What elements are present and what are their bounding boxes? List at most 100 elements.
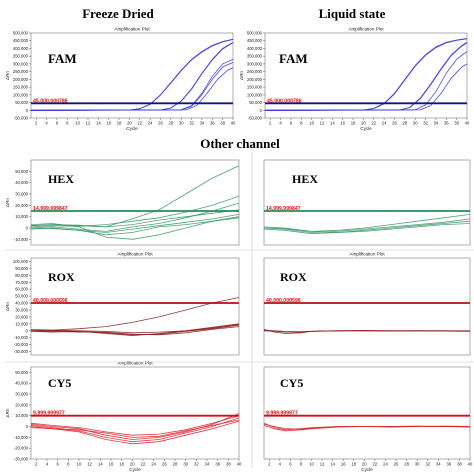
x-tick-label: 12 — [87, 462, 92, 467]
x-tick-label: 34 — [200, 121, 205, 126]
series-line-hex-left-1 — [30, 195, 240, 228]
x-tick-label: 22 — [137, 121, 142, 126]
x-tick-label: 8 — [66, 121, 69, 126]
x-tick-label: 36 — [210, 121, 215, 126]
y-tick-label: 300,000 — [13, 61, 29, 66]
x-tick-label: 40 — [231, 121, 236, 126]
y-axis-label: ΔRn — [5, 198, 10, 207]
threshold-label-rox-right: 40,000.000596 — [266, 298, 301, 304]
x-tick-label: 30 — [415, 462, 420, 467]
x-tick-label: 36 — [447, 462, 452, 467]
series-line-hex-left-5 — [30, 209, 240, 228]
y-tick-label: -20,000 — [14, 342, 29, 347]
threshold-label-rox-left: 40,000.000596 — [33, 298, 68, 304]
x-tick-label: 38 — [220, 121, 225, 126]
x-tick-label: 20 — [127, 121, 132, 126]
x-tick-label: 24 — [148, 121, 153, 126]
x-tick-label: 30 — [179, 121, 184, 126]
x-tick-label: 18 — [351, 462, 356, 467]
channel-label-rox-left: ROX — [48, 270, 75, 284]
threshold-label-hex-right: 14,999.999847 — [266, 206, 301, 212]
x-tick-label: 36 — [444, 121, 449, 126]
x-tick-label: 16 — [109, 462, 114, 467]
x-tick-label: 24 — [151, 462, 156, 467]
y-tick-label: 400,000 — [13, 46, 29, 51]
y-tick-label: 200,000 — [247, 77, 263, 82]
series-line-fam-left-1 — [30, 39, 234, 111]
x-tick-label: 8 — [300, 462, 303, 467]
x-tick-label: 6 — [56, 121, 59, 126]
x-tick-label: 38 — [457, 462, 462, 467]
channel-label-hex-left: HEX — [48, 172, 74, 186]
y-tick-label: 150,000 — [13, 85, 29, 90]
plot-frame-rox-left — [30, 257, 240, 356]
x-tick-label: 14 — [330, 462, 335, 467]
series-line-hex-right-3 — [263, 223, 471, 235]
threshold-label-fam-right: 45,000.000786 — [267, 98, 302, 104]
y-tick-label: 500,000 — [13, 31, 29, 36]
y-tick-label: 20,000 — [15, 203, 28, 208]
x-tick-label: 26 — [394, 462, 399, 467]
y-tick-label: 20,000 — [15, 402, 28, 407]
y-tick-label: -50,000 — [248, 116, 263, 121]
x-tick-label: 28 — [403, 121, 408, 126]
x-tick-label: 6 — [289, 462, 292, 467]
y-tick-label: 450,000 — [13, 38, 29, 43]
panel-cy5-left: Amplification Plot -30,000 -20,000 -10,000 0… — [5, 361, 242, 472]
x-tick-label: 26 — [392, 121, 397, 126]
x-tick-label: 2 — [268, 462, 271, 467]
x-tick-label: 12 — [86, 121, 91, 126]
x-tick-label: 6 — [56, 462, 59, 467]
series-line-hex-right-1 — [263, 218, 471, 233]
x-tick-label: 10 — [309, 121, 314, 126]
y-tick-label: 40,000 — [15, 301, 28, 306]
x-tick-label: 16 — [106, 121, 111, 126]
panels: Amplification Plot -50,000 0 50,000 100,000 1… — [5, 27, 474, 472]
x-tick-label: 32 — [423, 121, 428, 126]
x-axis-label: Cycle — [360, 126, 372, 131]
x-tick-label: 2 — [35, 121, 38, 126]
plot-title-rox-left: Amplification Plot — [117, 252, 153, 257]
header-freeze-dried: Freeze Dried — [82, 6, 154, 21]
x-tick-label: 10 — [75, 121, 80, 126]
y-tick-label: 100,000 — [13, 92, 29, 97]
plot-frame-hex-left — [30, 159, 240, 246]
plot-title-fam-left: Amplification Plot — [114, 27, 150, 32]
panel-rox-right: Amplification Plot 40,000.000596 ROX — [263, 252, 471, 356]
y-tick-label: 50,000 — [15, 370, 28, 375]
y-tick-label: 0 — [26, 226, 29, 231]
y-tick-label: 0 — [260, 108, 263, 113]
y-tick-label: 0 — [26, 108, 29, 113]
channel-label-cy5-left: CY5 — [48, 376, 71, 390]
series-line-fam-right-3 — [264, 42, 468, 111]
plot-frame-cy5-right — [263, 366, 471, 460]
y-tick-label: 350,000 — [247, 54, 263, 59]
y-tick-label: 0 — [26, 424, 29, 429]
x-tick-label: 4 — [45, 121, 48, 126]
x-tick-label: 40 — [237, 462, 242, 467]
series-line-rox-left-1 — [31, 324, 240, 336]
x-tick-label: 20 — [361, 121, 366, 126]
y-tick-label: 30,000 — [15, 307, 28, 312]
threshold-label-hex-left: 14,999.999847 — [33, 206, 68, 212]
y-axis-label: ΔRn — [5, 302, 10, 311]
x-tick-label: 20 — [362, 462, 367, 467]
x-tick-label: 30 — [183, 462, 188, 467]
x-tick-label: 24 — [383, 462, 388, 467]
x-tick-label: 40 — [468, 462, 473, 467]
x-tick-label: 22 — [141, 462, 146, 467]
y-tick-label: 50,000 — [15, 169, 28, 174]
x-tick-label: 16 — [341, 462, 346, 467]
x-tick-label: 34 — [205, 462, 210, 467]
y-tick-label: 10,000 — [15, 321, 28, 326]
x-tick-label: 24 — [382, 121, 387, 126]
series-line-cy5-left-2 — [30, 415, 240, 436]
header-liquid-state: Liquid state — [319, 6, 386, 21]
x-tick-label: 22 — [373, 462, 378, 467]
channel-label-cy5-right: CY5 — [280, 376, 303, 390]
series-line-fam-left-6 — [30, 67, 234, 111]
y-tick-label: -20,000 — [14, 446, 29, 451]
plot-frame-fam-left — [30, 32, 234, 119]
y-tick-label: 100,000 — [13, 259, 29, 264]
